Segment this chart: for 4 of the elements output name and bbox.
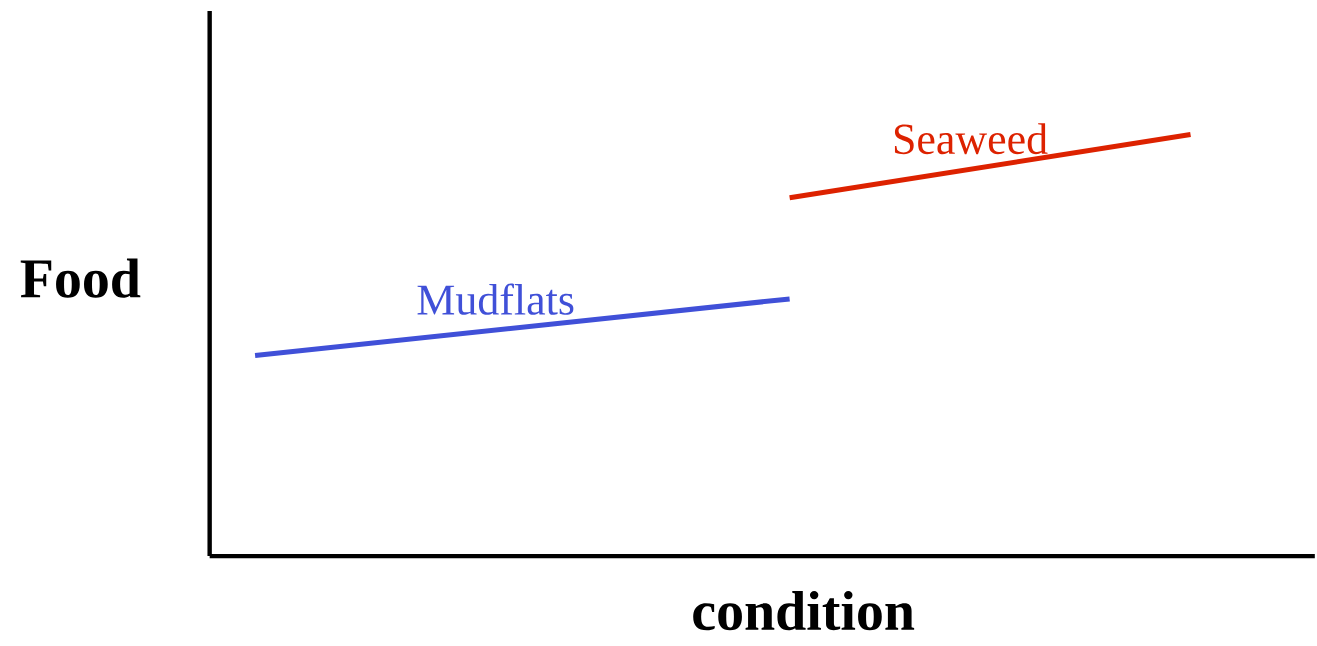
series-label: Seaweed (894, 123, 1048, 155)
series-label: Mudflats (417, 283, 574, 315)
y-axis-title: Food (20, 258, 141, 298)
x-axis-title: condition (693, 590, 915, 631)
